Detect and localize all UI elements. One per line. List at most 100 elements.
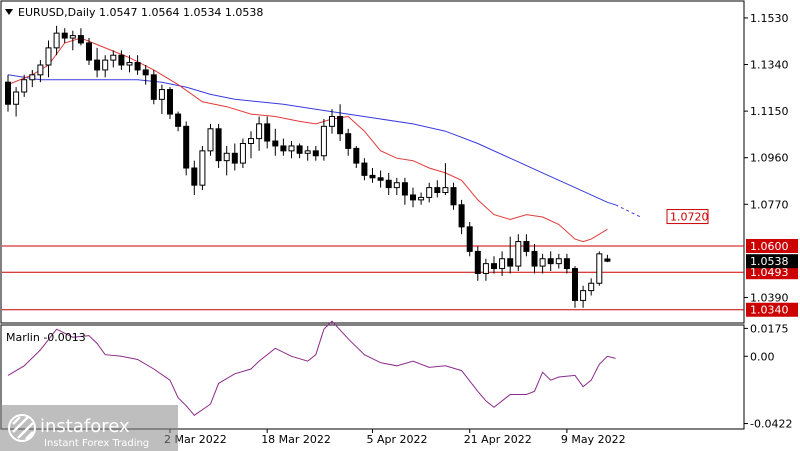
collapse-triangle-icon[interactable]	[5, 9, 13, 15]
candle-10	[86, 38, 92, 66]
candle-body	[515, 241, 522, 267]
candle-body	[458, 204, 465, 228]
candle-body	[555, 258, 562, 265]
indicator-label: Marlin -0.0013	[6, 331, 86, 344]
watermark-brand: instaforex	[40, 416, 130, 437]
candle-1	[13, 87, 20, 117]
candle-5	[45, 40, 52, 78]
candle-body	[272, 140, 279, 147]
candle-59	[482, 258, 489, 281]
candle-body	[102, 59, 109, 71]
candle-body	[207, 128, 214, 152]
candle-31	[256, 116, 263, 151]
time-tick-label-2: 5 Apr 2022	[367, 433, 428, 446]
candle-body	[239, 142, 246, 164]
main-panel	[0, 0, 745, 324]
candle-body	[580, 290, 587, 301]
candle-21	[175, 111, 182, 132]
price-tick-label-5: 1.0390	[750, 291, 789, 304]
candle-body	[304, 150, 311, 154]
candle-body	[499, 258, 506, 270]
candle-66	[539, 253, 546, 274]
candle-body	[426, 187, 433, 198]
marlin-line	[7, 320, 616, 416]
candle-body	[377, 177, 384, 181]
candle-52	[426, 182, 433, 203]
ma-red-line	[7, 37, 608, 243]
current-price-badge: 1.0538	[750, 255, 789, 268]
candle-60	[491, 256, 497, 274]
candle-18	[150, 69, 157, 105]
candle-64	[523, 234, 530, 257]
candle-body	[61, 32, 68, 39]
candle-body	[158, 89, 165, 100]
candle-44	[361, 158, 368, 181]
candle-body	[604, 258, 611, 262]
candle-46	[377, 170, 384, 188]
candle-38	[312, 145, 319, 161]
candle-body	[118, 54, 125, 66]
time-axis: 2 Mar 2022 18 Mar 2022 5 Apr 2022 21 Apr 20…	[164, 429, 626, 446]
candle-body	[385, 179, 392, 189]
candle-73	[596, 251, 603, 286]
candle-body	[491, 263, 497, 270]
candle-54	[442, 163, 449, 195]
candle-body	[134, 62, 141, 71]
candle-32	[264, 116, 271, 149]
candle-body	[523, 241, 530, 252]
candle-body	[547, 258, 554, 265]
watermark-tagline: Instant Forex Trading	[44, 438, 149, 449]
price-tick-label-4: 1.0770	[750, 198, 789, 211]
chart-title: EURUSD,Daily 1.0547 1.0564 1.0534 1.0538	[18, 6, 263, 19]
candle-17	[142, 65, 149, 85]
candle-body	[369, 174, 376, 179]
candle-body	[329, 116, 335, 127]
candle-13	[110, 50, 117, 68]
candle-body	[86, 42, 92, 61]
price-tick-label-3: 1.0960	[750, 152, 789, 165]
candle-19	[158, 84, 165, 115]
candle-70	[572, 266, 578, 308]
candle-body	[264, 123, 271, 142]
target-label: 1.0720	[670, 211, 709, 224]
candle-body	[296, 145, 303, 154]
candle-body	[418, 196, 425, 201]
candle-40	[329, 109, 335, 134]
candle-body	[539, 258, 546, 267]
candle-body	[588, 282, 595, 292]
watermark-logo: instaforex Instant Forex Trading	[0, 405, 178, 451]
marlin-oscillator	[7, 320, 616, 416]
candle-42	[345, 128, 352, 156]
candle-body	[223, 152, 230, 162]
candle-23	[191, 160, 198, 195]
candle-body	[393, 182, 400, 189]
time-tick-label-1: 18 Mar 2022	[261, 433, 331, 446]
candle-body	[353, 147, 360, 164]
candle-body	[231, 152, 238, 164]
time-tick-label-4: 9 May 2022	[561, 433, 626, 446]
candle-body	[337, 116, 344, 135]
candle-body	[563, 258, 570, 270]
candle-25	[207, 123, 214, 156]
candle-body	[474, 250, 481, 274]
level-badge-2-bg	[746, 302, 798, 317]
candle-3	[29, 69, 36, 88]
ma-blue-line	[7, 74, 641, 218]
candle-body	[110, 54, 117, 61]
candle-body	[77, 35, 84, 44]
level-badge-1-bg	[746, 265, 798, 280]
candle-body	[248, 138, 254, 144]
candle-6	[53, 25, 60, 56]
candle-body	[401, 182, 408, 196]
candle-57	[466, 221, 473, 257]
candle-4	[37, 60, 44, 83]
level-badge-2: 1.0340	[750, 304, 789, 317]
candle-0	[5, 74, 11, 112]
candle-body	[21, 79, 28, 93]
candle-28	[231, 143, 238, 171]
candle-47	[385, 172, 392, 195]
price-axis: 1.1530 1.1340 1.1150 1.0960 1.0770 1.0390	[744, 12, 789, 304]
candle-body	[142, 69, 149, 76]
candle-8	[69, 30, 76, 51]
